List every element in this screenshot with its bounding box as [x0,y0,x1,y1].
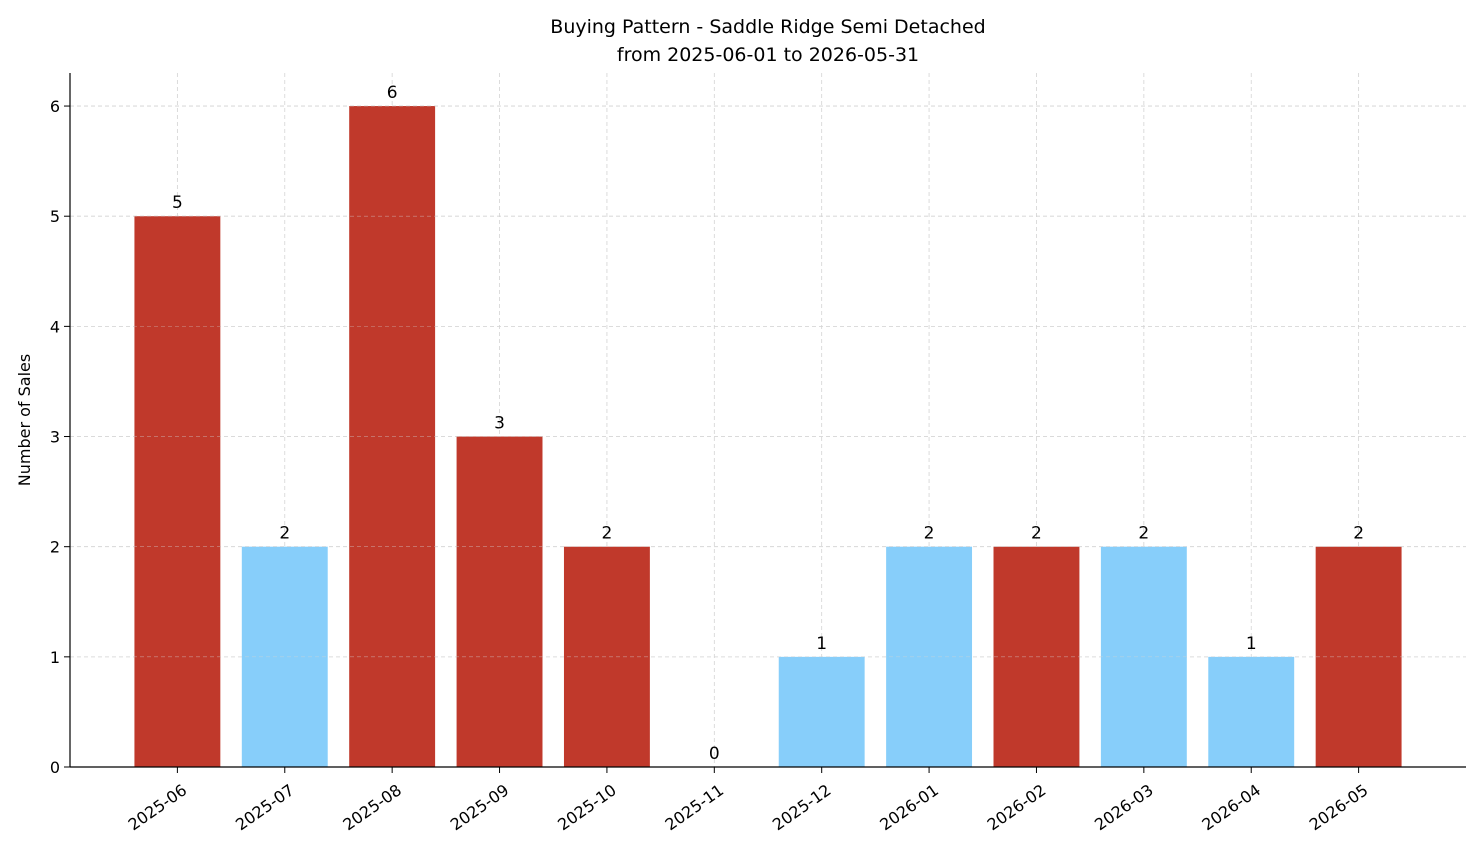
y-tick-label: 3 [50,428,60,447]
y-tick-label: 4 [50,317,60,336]
bar [886,546,973,767]
value-label: 2 [279,524,290,544]
bar [778,656,865,767]
x-tick-label: 2026-05 [1306,780,1372,834]
value-label: 2 [1031,524,1042,544]
y-tick-label: 6 [50,97,60,116]
x-tick-label: 2025-12 [769,780,835,834]
chart-subtitle: from 2025-06-01 to 2026-05-31 [617,44,919,66]
value-label: 3 [494,414,505,434]
x-tick-label: 2026-02 [984,780,1050,834]
x-tick-label: 2026-01 [876,780,942,834]
chart-title: Buying Pattern - Saddle Ridge Semi Detac… [550,16,985,38]
y-tick-label: 5 [50,207,60,226]
bar [563,546,650,767]
value-label: 1 [1246,634,1257,654]
bar [456,436,543,767]
y-tick-label: 1 [50,648,60,667]
bar [1208,656,1295,767]
bar [241,546,328,767]
value-label: 6 [387,83,398,103]
y-axis-label: Number of Sales [15,354,34,486]
value-label: 0 [709,744,720,764]
value-label: 1 [816,634,827,654]
x-tick-label: 2025-07 [232,780,298,834]
x-tick-label: 2025-06 [125,780,191,834]
x-tick-label: 2025-08 [339,780,405,834]
y-tick-label: 0 [50,758,60,777]
value-label: 5 [172,193,183,213]
x-tick-label: 2026-04 [1198,780,1264,834]
value-label: 2 [602,524,613,544]
bar [134,216,221,767]
value-label: 2 [1353,524,1364,544]
y-tick-label: 2 [50,538,60,557]
x-tick-label: 2026-03 [1091,780,1157,834]
x-tick-label: 2025-10 [554,780,620,834]
x-tick-label: 2025-11 [662,780,728,834]
value-label: 2 [1138,524,1149,544]
x-tick-label: 2025-09 [447,780,513,834]
value-label: 2 [924,524,935,544]
